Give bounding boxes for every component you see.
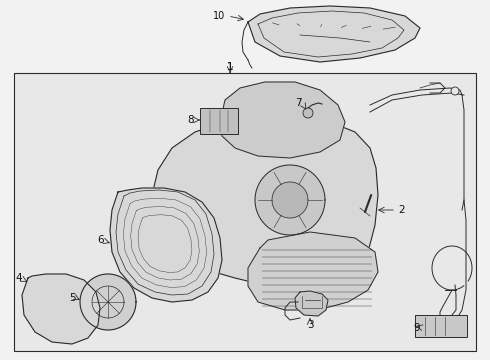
Text: 7: 7 [295,98,302,108]
Polygon shape [22,274,100,344]
Text: 2: 2 [398,205,405,215]
Polygon shape [110,188,222,302]
Text: 1: 1 [227,62,233,72]
Text: 8: 8 [187,115,194,125]
Text: 4: 4 [15,273,22,283]
Circle shape [451,87,459,95]
Polygon shape [248,6,420,62]
Text: 5: 5 [70,293,76,303]
Text: 3: 3 [307,320,313,330]
Text: 9: 9 [414,323,420,333]
Polygon shape [80,274,136,330]
Text: 6: 6 [98,235,104,245]
Polygon shape [152,118,378,288]
Circle shape [303,108,313,118]
Bar [415,315,467,337]
Polygon shape [255,165,325,235]
Text: 10: 10 [213,11,225,21]
Polygon shape [295,291,328,316]
Polygon shape [248,232,378,310]
Text: 1: 1 [227,62,233,72]
Polygon shape [220,82,345,158]
Bar [14,73,476,351]
Polygon shape [272,182,308,218]
Bar [200,108,238,134]
